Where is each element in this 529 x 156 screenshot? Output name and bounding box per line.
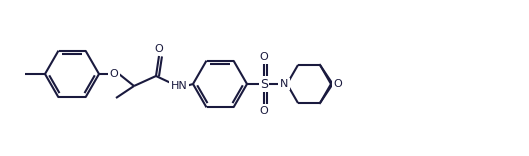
Text: O: O	[260, 52, 268, 62]
Text: O: O	[154, 44, 163, 54]
Text: S: S	[260, 78, 268, 90]
Text: O: O	[334, 79, 342, 89]
Text: HN: HN	[171, 81, 187, 91]
Text: N: N	[280, 79, 288, 89]
Text: O: O	[110, 69, 118, 79]
Text: O: O	[260, 106, 268, 116]
